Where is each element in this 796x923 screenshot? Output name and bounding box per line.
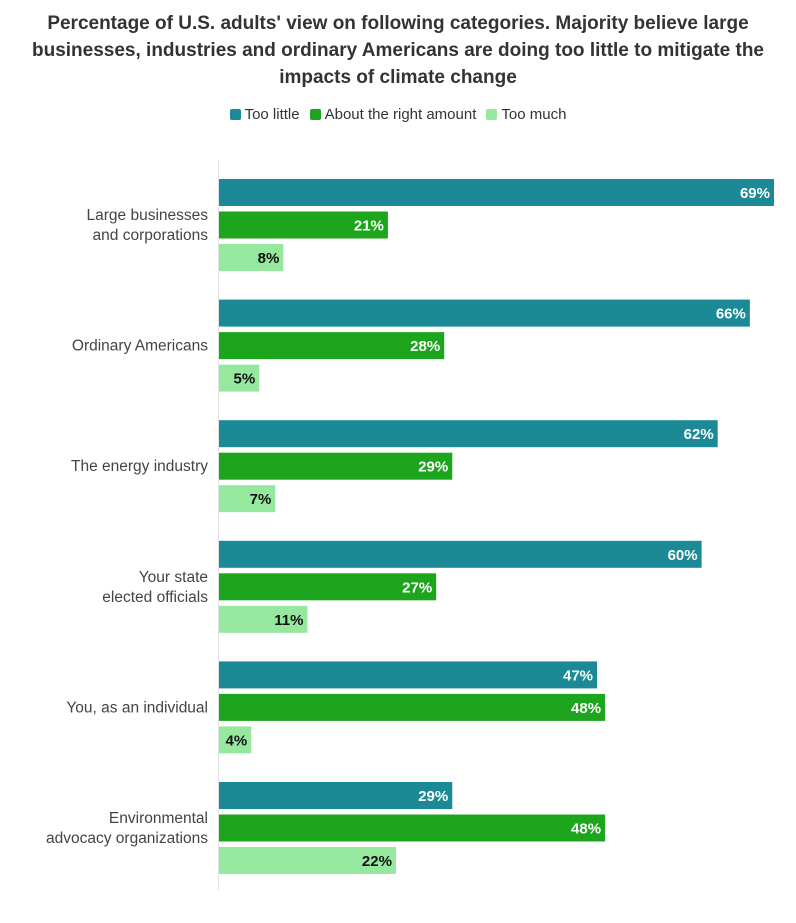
bar (219, 211, 388, 239)
bar (219, 661, 598, 689)
data-label: 47% (563, 667, 593, 684)
data-label: 27% (402, 579, 432, 596)
bar (219, 364, 260, 392)
category-label: Large businesses and corporations (87, 207, 209, 244)
data-label: 62% (684, 426, 714, 443)
legend: Too little About the right amount Too mu… (0, 106, 796, 123)
category-label: You, as an individual (66, 699, 208, 716)
data-label: 29% (418, 459, 448, 476)
data-label: 11% (274, 612, 303, 629)
legend-item-too-little: Too little (229, 106, 300, 123)
bar (219, 605, 308, 633)
data-label: 28% (410, 338, 440, 355)
data-label: 66% (716, 306, 746, 323)
bar (219, 179, 774, 206)
data-label: 29% (418, 788, 448, 805)
data-label: 69% (740, 185, 770, 202)
chart-title: Percentage of U.S. adults' view on follo… (31, 13, 764, 88)
legend-label: About the right amount (324, 106, 477, 123)
data-label: 4% (225, 732, 247, 749)
bar (219, 540, 702, 568)
legend-item-too-much: Too much (486, 106, 566, 123)
data-label: 21% (354, 218, 384, 235)
bar (219, 244, 284, 271)
bar (219, 782, 453, 809)
data-label: 60% (668, 547, 698, 564)
legend-swatch (486, 109, 498, 120)
data-label: 48% (571, 821, 601, 838)
bar (219, 693, 606, 721)
data-label: 8% (258, 250, 280, 267)
bar (219, 847, 396, 874)
bar (219, 452, 453, 480)
legend-swatch (229, 109, 241, 120)
bar (219, 420, 718, 448)
category-label: The energy industry (71, 458, 208, 475)
legend-label: Too much (501, 106, 567, 123)
bar (219, 814, 606, 842)
bar (219, 573, 437, 601)
legend-swatch (309, 109, 321, 120)
category-label: Ordinary Americans (72, 338, 208, 355)
bar (219, 726, 252, 754)
bar (219, 299, 750, 327)
data-label: 5% (234, 371, 256, 388)
bar (219, 332, 445, 360)
category-label: Your state elected officials (102, 569, 208, 606)
data-label: 22% (362, 853, 392, 870)
legend-item-about-right: About the right amount (309, 106, 477, 123)
bar (219, 485, 276, 513)
data-label: 7% (250, 491, 272, 508)
legend-label: Too little (244, 106, 300, 123)
category-label: Environmental advocacy organizations (46, 810, 208, 847)
data-label: 48% (571, 700, 601, 717)
